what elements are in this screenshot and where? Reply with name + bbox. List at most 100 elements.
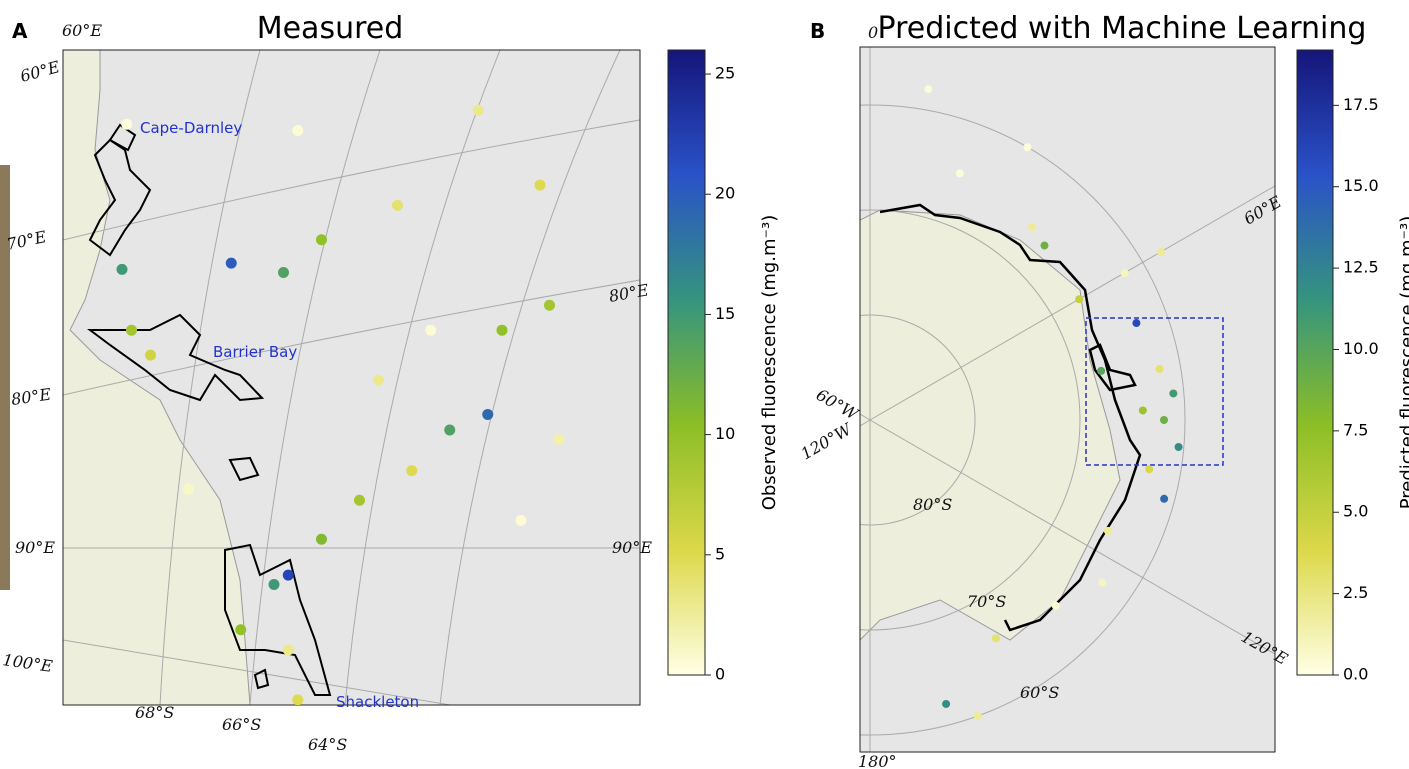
colorbar-tick-label: 15.0 <box>1343 176 1379 195</box>
graticule-label: 64°S <box>308 735 347 754</box>
data-point <box>316 234 327 246</box>
graticule-label: 68°S <box>135 703 174 722</box>
colorbar-tick-label: 5 <box>715 544 725 563</box>
graticule-label: 120°W <box>798 419 856 464</box>
colorbar-tick-label: 0 <box>715 665 725 684</box>
data-point <box>1097 366 1106 375</box>
data-point <box>955 169 964 178</box>
panel-title: Measured <box>257 11 404 46</box>
graticule-label: 100°E <box>1 650 54 676</box>
data-point <box>1051 601 1060 610</box>
data-point <box>1160 416 1168 424</box>
graticule-label: 60°E <box>18 57 62 86</box>
colorbar-tick-label: 7.5 <box>1343 420 1368 439</box>
data-point <box>121 118 133 130</box>
points <box>116 104 565 705</box>
frame-a <box>62 49 641 706</box>
data-point <box>1040 241 1049 250</box>
data-point <box>126 324 137 336</box>
data-point <box>1132 319 1141 328</box>
data-point <box>373 374 384 386</box>
focus-box <box>1085 317 1224 466</box>
colorbar-tick-label: 12.5 <box>1343 258 1379 277</box>
data-point <box>268 578 280 590</box>
panel-title: Predicted with Machine Learning <box>878 11 1367 46</box>
data-point <box>1027 222 1036 231</box>
data-point <box>235 624 247 636</box>
data-point <box>145 349 156 361</box>
data-layer: 0 5 10 15 20 25 Observed fluorescence (mg.m⁻³)… <box>116 49 1409 721</box>
graticule-label: 60°S <box>1020 683 1059 702</box>
data-point <box>1145 465 1154 474</box>
graticule <box>63 50 640 705</box>
data-point <box>992 634 1000 643</box>
colorbar-label: Observed fluorescence (mg.m⁻³) <box>759 215 780 511</box>
data-point <box>515 515 527 527</box>
data-point <box>183 483 194 495</box>
data-point <box>1155 364 1164 373</box>
colorbar-tick-label: 10 <box>715 424 735 443</box>
colorbar <box>1296 49 1334 676</box>
data-point <box>1174 442 1183 451</box>
graticule-label: 80°S <box>913 495 952 514</box>
graticule-label: 0 <box>868 23 878 42</box>
data-point <box>444 424 456 436</box>
data-point <box>406 465 418 477</box>
panel-letter: A <box>12 19 28 43</box>
data-point <box>1156 248 1165 256</box>
colorbar-tick-label: 25 <box>715 64 735 83</box>
graticule-label: 70°S <box>967 592 1006 611</box>
colorbar-tick-label: 10.0 <box>1343 339 1379 358</box>
panel-letter: B <box>810 19 825 43</box>
ice-shelves <box>87 123 332 696</box>
graticule-label: 60°W <box>813 385 863 425</box>
data-point <box>316 533 327 545</box>
graticule-label: 70°E <box>5 227 48 254</box>
data-point <box>482 408 494 420</box>
data-point <box>292 694 304 705</box>
data-point <box>1138 406 1147 415</box>
data-point <box>553 433 565 445</box>
map-a <box>63 50 640 705</box>
graticule-label: 80°E <box>10 385 53 409</box>
map-b <box>860 47 1275 752</box>
colorbar-label: Predicted fluorescence (mg.m⁻³) <box>1397 216 1409 509</box>
data-point <box>1120 269 1129 277</box>
graticule-label: 90°E <box>15 538 55 557</box>
data-point <box>1098 578 1107 587</box>
data-point <box>1169 389 1178 398</box>
data-point <box>282 644 294 656</box>
colorbar-tick-label: 0.0 <box>1343 665 1368 684</box>
data-point <box>924 85 933 94</box>
place-label: Cape-Darnley <box>140 119 242 137</box>
data-point <box>225 257 237 269</box>
colorbar-tick-label: 17.5 <box>1343 95 1379 114</box>
data-point <box>116 263 128 275</box>
place-label: Barrier Bay <box>213 343 297 361</box>
colorbar-tick-label: 5.0 <box>1343 502 1368 521</box>
points <box>924 85 1183 721</box>
land <box>63 50 251 705</box>
land <box>860 209 1121 641</box>
data-point <box>282 569 294 581</box>
data-point <box>292 125 304 137</box>
ice-shelves <box>879 203 1142 632</box>
data-point <box>942 699 951 708</box>
data-point <box>534 179 546 191</box>
graticule-label: 90°E <box>612 538 652 557</box>
data-point <box>392 199 403 211</box>
data-point <box>354 494 365 506</box>
data-point <box>425 324 437 336</box>
frame-b <box>859 46 1276 753</box>
colorbar-tick-label: 2.5 <box>1343 583 1368 602</box>
photo-fragment <box>0 165 10 590</box>
colorbar <box>667 49 706 676</box>
data-point <box>1023 143 1032 152</box>
colorbar-tick-label: 20 <box>715 184 735 203</box>
data-point <box>278 266 289 278</box>
data-point <box>1160 494 1169 503</box>
graticule-label: 180° <box>858 752 897 769</box>
data-point <box>544 299 555 311</box>
data-point <box>973 712 982 721</box>
